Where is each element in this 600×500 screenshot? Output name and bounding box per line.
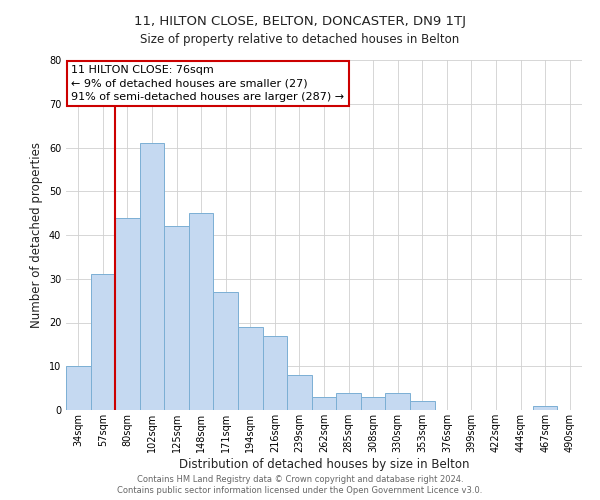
Bar <box>410 401 434 410</box>
Text: Contains public sector information licensed under the Open Government Licence v3: Contains public sector information licen… <box>118 486 482 495</box>
Bar <box>164 226 189 410</box>
Bar <box>189 213 214 410</box>
X-axis label: Distribution of detached houses by size in Belton: Distribution of detached houses by size … <box>179 458 469 470</box>
Bar <box>336 392 361 410</box>
Bar <box>66 366 91 410</box>
Text: Contains HM Land Registry data © Crown copyright and database right 2024.: Contains HM Land Registry data © Crown c… <box>137 475 463 484</box>
Bar <box>361 397 385 410</box>
Bar <box>263 336 287 410</box>
Text: 11, HILTON CLOSE, BELTON, DONCASTER, DN9 1TJ: 11, HILTON CLOSE, BELTON, DONCASTER, DN9… <box>134 15 466 28</box>
Bar <box>385 392 410 410</box>
Bar <box>214 292 238 410</box>
Bar <box>287 375 312 410</box>
Bar <box>312 397 336 410</box>
Bar <box>533 406 557 410</box>
Text: 11 HILTON CLOSE: 76sqm
← 9% of detached houses are smaller (27)
91% of semi-deta: 11 HILTON CLOSE: 76sqm ← 9% of detached … <box>71 66 344 102</box>
Bar <box>238 327 263 410</box>
Y-axis label: Number of detached properties: Number of detached properties <box>30 142 43 328</box>
Bar <box>115 218 140 410</box>
Bar <box>140 143 164 410</box>
Bar <box>91 274 115 410</box>
Text: Size of property relative to detached houses in Belton: Size of property relative to detached ho… <box>140 32 460 46</box>
